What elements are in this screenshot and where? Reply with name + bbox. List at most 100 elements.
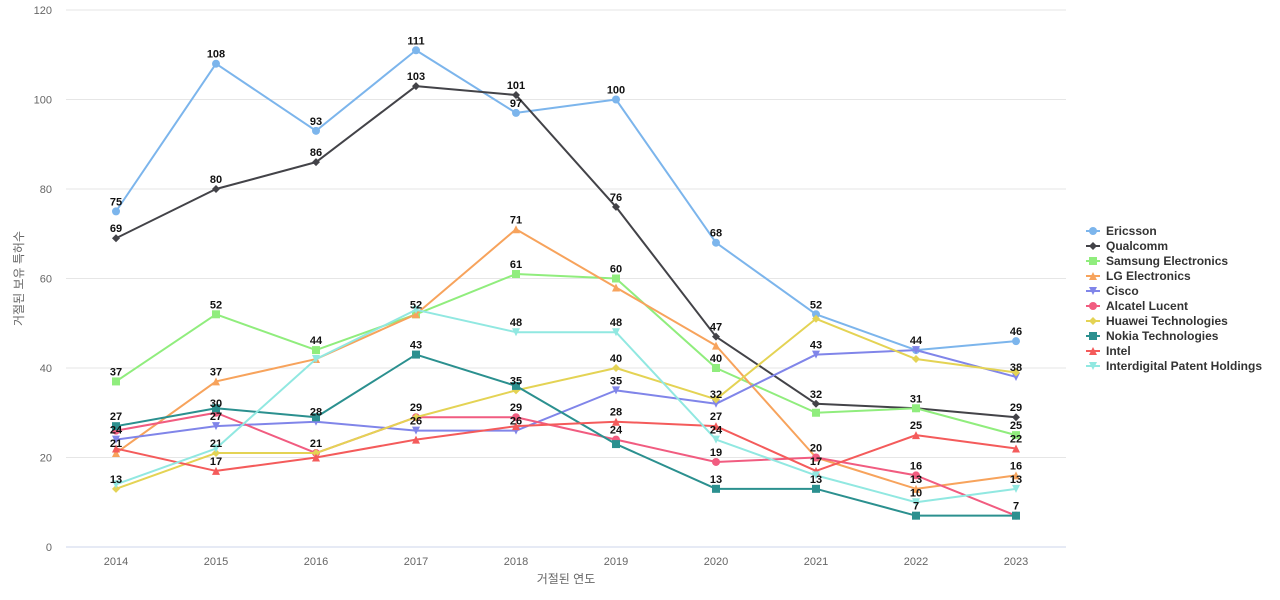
data-point <box>212 377 220 386</box>
data-label: 108 <box>207 49 225 61</box>
legend-label: Interdigital Patent Holdings <box>1106 359 1262 373</box>
data-point <box>912 484 920 493</box>
data-label: 40 <box>610 353 622 365</box>
data-label: 28 <box>310 407 322 419</box>
data-label: 16 <box>1010 460 1022 472</box>
data-point <box>712 435 720 444</box>
data-label: 47 <box>710 322 722 334</box>
series-line <box>115 420 1017 472</box>
data-point <box>612 364 620 372</box>
legend-item[interactable]: Samsung Electronics <box>1086 254 1228 268</box>
series-interdigital-patent-holdings <box>112 305 1020 507</box>
data-point <box>512 91 520 100</box>
data-point <box>812 310 820 319</box>
x-axis-title: 거절된 연도 <box>537 572 596 586</box>
data-label: 29 <box>410 402 422 414</box>
series-qualcomm <box>112 82 1020 422</box>
data-point <box>612 417 620 426</box>
data-point <box>1012 413 1020 422</box>
series-line <box>115 85 1017 419</box>
data-label: 24 <box>610 425 623 437</box>
legend-label: Huawei Technologies <box>1106 314 1228 328</box>
legend-item[interactable]: Intel <box>1086 344 1131 358</box>
data-point <box>1012 337 1020 346</box>
series-lines <box>112 46 1020 520</box>
data-point <box>512 381 520 390</box>
data-point <box>512 422 520 431</box>
data-point <box>212 422 220 431</box>
legend-item[interactable]: Ericsson <box>1086 224 1157 238</box>
data-point <box>612 283 620 292</box>
data-point <box>312 126 320 135</box>
data-label: 43 <box>810 340 822 352</box>
series-intel <box>112 417 1020 475</box>
series-line <box>115 308 1017 504</box>
legend-label: Alcatel Lucent <box>1106 299 1188 313</box>
x-tick-label: 2016 <box>304 556 328 568</box>
data-point <box>912 431 920 440</box>
legend-item[interactable]: Interdigital Patent Holdings <box>1086 359 1262 373</box>
data-point <box>212 404 220 413</box>
legend-item[interactable]: Qualcomm <box>1086 239 1168 253</box>
series-line <box>115 228 1017 490</box>
series-ericsson <box>112 46 1020 355</box>
legend-label: LG Electronics <box>1106 269 1191 283</box>
data-label: 7 <box>913 501 919 513</box>
series-nokia-technologies <box>112 350 1020 520</box>
legend-item[interactable]: LG Electronics <box>1086 269 1191 283</box>
x-tick-label: 2022 <box>904 556 928 568</box>
data-point <box>312 346 320 355</box>
data-label: 21 <box>110 438 122 450</box>
y-tick-label: 20 <box>40 453 52 465</box>
data-point <box>412 305 420 314</box>
legend-item[interactable]: Alcatel Lucent <box>1086 299 1188 313</box>
data-point <box>412 46 420 55</box>
data-point <box>112 234 120 243</box>
data-point <box>712 457 720 466</box>
data-label: 86 <box>310 147 322 159</box>
data-label: 69 <box>110 223 122 235</box>
data-label: 32 <box>710 389 722 401</box>
data-label: 28 <box>610 407 622 419</box>
data-point <box>812 399 820 408</box>
data-point <box>412 435 420 444</box>
y-tick-label: 120 <box>34 5 52 17</box>
data-label: 103 <box>407 71 425 83</box>
data-point <box>112 422 120 431</box>
x-tick-label: 2019 <box>604 556 628 568</box>
data-point <box>412 350 420 359</box>
legend-symbol-marker <box>1089 227 1097 235</box>
data-label: 27 <box>710 411 722 423</box>
x-axis-ticks: 2014 2015 2016 2017 2018 2019 2020 2021 2022 2023 <box>104 556 1028 568</box>
data-label: 13 <box>810 474 822 486</box>
legend-item[interactable]: Cisco <box>1086 284 1139 298</box>
data-point <box>312 413 320 422</box>
legend-symbol-marker <box>1089 347 1097 355</box>
data-label: 35 <box>610 375 622 387</box>
data-label: 48 <box>610 317 622 329</box>
data-labels: 7569372724211310880523730272117938644282… <box>110 35 1022 512</box>
data-label: 29 <box>1010 402 1022 414</box>
legend-item[interactable]: Huawei Technologies <box>1086 314 1228 328</box>
data-point <box>212 310 220 319</box>
y-tick-label: 100 <box>34 95 52 107</box>
series-line <box>115 411 1017 517</box>
x-tick-label: 2017 <box>404 556 428 568</box>
legend-item[interactable]: Nokia Technologies <box>1086 329 1219 343</box>
x-tick-label: 2018 <box>504 556 528 568</box>
data-label: 111 <box>407 35 424 47</box>
data-label: 32 <box>810 389 822 401</box>
data-label: 93 <box>310 116 322 128</box>
data-point <box>612 328 620 337</box>
data-label: 75 <box>110 196 122 208</box>
y-axis-ticks: 0 20 40 60 80 100 120 <box>34 5 52 554</box>
data-label: 97 <box>510 98 522 110</box>
legend-symbol-marker <box>1089 317 1097 325</box>
data-label: 26 <box>410 416 422 428</box>
data-label: 21 <box>210 438 222 450</box>
series-line <box>115 349 1017 441</box>
data-point <box>212 466 220 475</box>
data-point <box>812 471 820 480</box>
